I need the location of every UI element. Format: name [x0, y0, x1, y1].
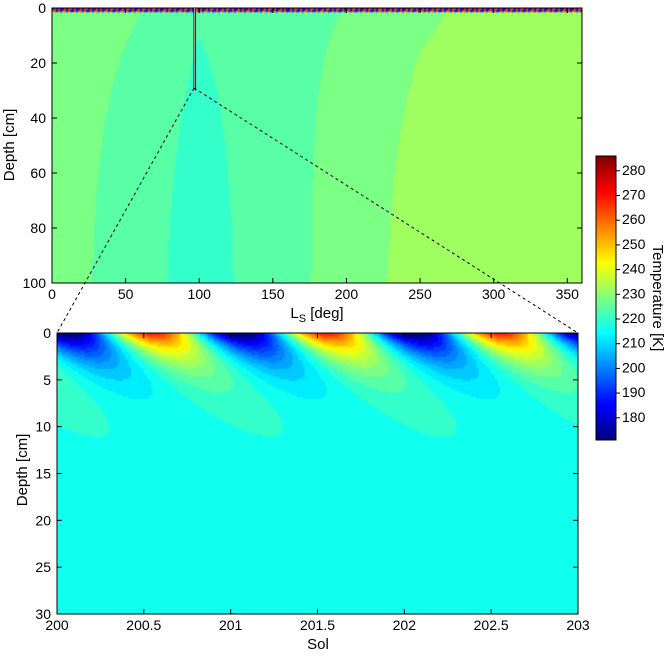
zoom-connector-right [193, 87, 579, 334]
top-x-tick-label: 200 [335, 286, 359, 302]
colorbar-tick-label: 280 [622, 162, 646, 178]
top-heatmap-image [52, 8, 582, 283]
colorbar-tick-label: 230 [622, 285, 646, 301]
bottom-x-tick-label: 203 [566, 617, 590, 633]
bottom-heatmap-image [57, 333, 578, 614]
colorbar-tick-label: 260 [622, 211, 646, 227]
temperature-colorbar: 180 190 200 210 220 230 240 250 260 270 280 Temper… [595, 155, 664, 441]
bottom-x-tick-label: 202.5 [474, 617, 509, 633]
colorbar-frame [595, 155, 617, 441]
top-y-tick-label: 60 [30, 165, 46, 181]
colorbar-tick-label: 200 [622, 359, 646, 375]
bottom-y-tick-label: 30 [35, 606, 51, 622]
top-x-tick-label: 300 [482, 286, 506, 302]
colorbar-tick-label: 240 [622, 261, 646, 277]
top-y-tick-label: 20 [30, 55, 46, 71]
top-y-axis-label: Depth [cm] [1, 109, 18, 182]
bottom-x-tick-label: 200 [45, 617, 69, 633]
colorbar-label: Temperature [K] [649, 245, 664, 352]
top-x-tick-label: 0 [48, 286, 56, 302]
top-y-axis: 0 20 40 60 80 100 [23, 0, 582, 291]
bottom-y-tick-label: 0 [43, 325, 51, 341]
top-x-tick-label: 150 [261, 286, 285, 302]
bottom-y-tick-label: 10 [35, 419, 51, 435]
top-x-tick-label: 350 [556, 286, 580, 302]
bottom-x-axis-label: Sol [307, 636, 329, 653]
top-x-tick-label: 250 [408, 286, 432, 302]
bottom-y-tick-label: 20 [35, 512, 51, 528]
colorbar-tick-label: 190 [622, 384, 646, 400]
top-x-axis-label: LS [deg] [290, 305, 343, 325]
colorbar-tick-label: 270 [622, 187, 646, 203]
top-plot-frame [51, 7, 583, 284]
top-y-tick-label: 100 [23, 275, 47, 291]
colorbar-gradient [596, 156, 616, 440]
bottom-y-axis: 0 5 10 15 20 25 30 [35, 325, 578, 622]
bottom-x-axis: 200 200.5 201 201.5 202 202.5 203 [45, 333, 590, 633]
top-x-axis: 0 50 100 150 200 250 300 350 [48, 8, 579, 302]
bottom-y-tick-label: 5 [43, 372, 51, 388]
bottom-x-tick-label: 202 [393, 617, 417, 633]
bottom-y-tick-label: 15 [35, 466, 51, 482]
bottom-heatmap-panel: 200 200.5 201 201.5 202 202.5 203 0 5 10 15 20 25 30… [14, 325, 590, 653]
colorbar-ticks: 180 190 200 210 220 230 240 250 260 270 280 [616, 162, 646, 425]
top-x-tick-label: 100 [188, 286, 212, 302]
colorbar-tick-label: 180 [622, 409, 646, 425]
top-heatmap-panel: 0 50 100 150 200 250 300 350 0 20 40 60 80 100 LS [d… [1, 0, 583, 325]
top-y-tick-label: 0 [38, 0, 46, 16]
top-y-tick-label: 40 [30, 110, 46, 126]
bottom-x-tick-label: 201 [219, 617, 243, 633]
colorbar-tick-label: 250 [622, 236, 646, 252]
zoom-connector-left [56, 87, 195, 334]
top-x-tick-label: 50 [118, 286, 134, 302]
colorbar-tick-label: 220 [622, 310, 646, 326]
colorbar-tick-label: 210 [622, 335, 646, 351]
top-y-tick-label: 80 [30, 220, 46, 236]
bottom-y-tick-label: 25 [35, 559, 51, 575]
bottom-x-tick-label: 201.5 [300, 617, 335, 633]
bottom-y-axis-label: Depth [cm] [14, 434, 31, 507]
bottom-x-tick-label: 200.5 [126, 617, 161, 633]
